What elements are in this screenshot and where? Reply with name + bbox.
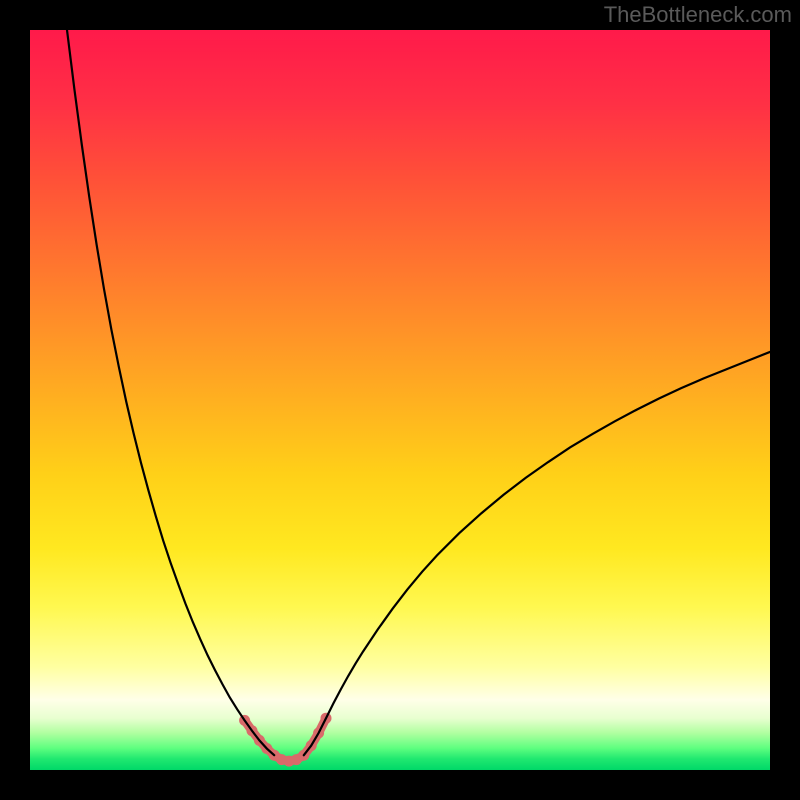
gradient-background: [30, 30, 770, 770]
plot-area: [30, 30, 770, 770]
watermark-text: TheBottleneck.com: [604, 2, 792, 28]
chart-container: TheBottleneck.com: [0, 0, 800, 800]
chart-svg: [30, 30, 770, 770]
